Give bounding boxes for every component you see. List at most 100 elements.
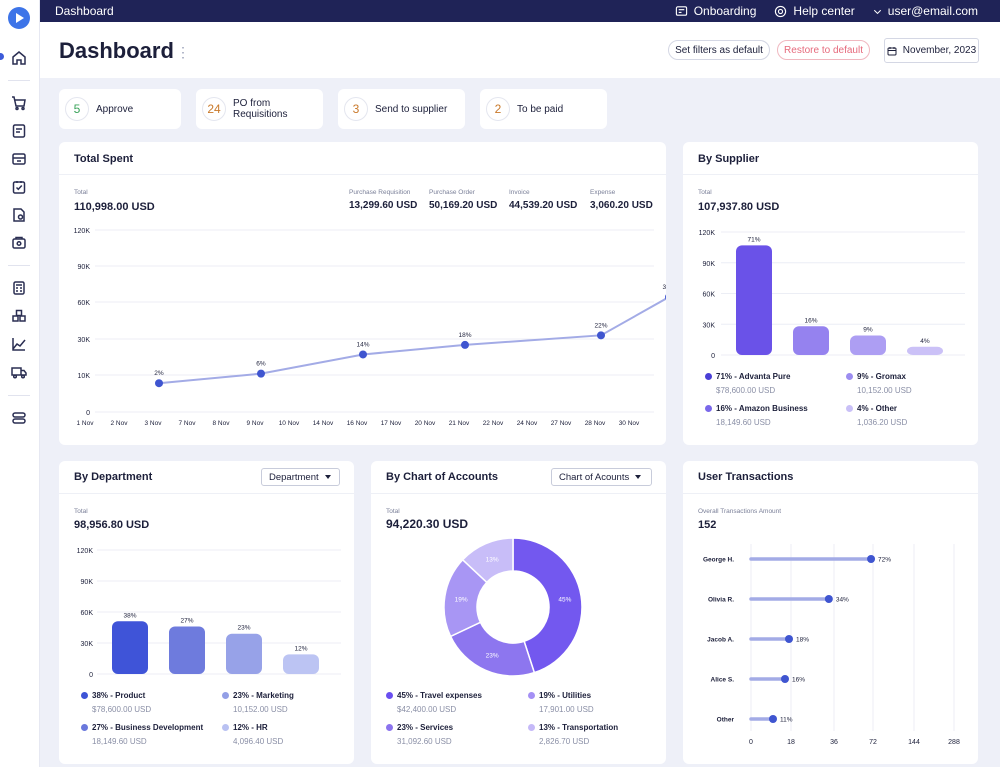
bar-label: 9% [863,327,873,334]
legend-item: 16% - Amazon Business [705,404,808,413]
data-point [867,555,876,563]
y-tick-label: 30K [703,322,716,329]
user-email: user@email.com [887,4,978,18]
total-value: 94,220.30 USD [386,517,469,531]
legend-item: 23% - Marketing [222,691,294,700]
action-label: PO from Requisitions [233,98,288,120]
x-tick-label: 0 [749,739,753,746]
total-label: Total [74,189,88,196]
invoice-icon[interactable] [11,207,27,223]
legend-item: 12% - HR [222,723,268,732]
date-label: November, 2023 [902,45,977,56]
sidebar-divider [8,265,30,266]
action-card-send-supplier[interactable]: 3 Send to supplier [338,89,465,129]
data-label: 6% [256,361,266,368]
user-menu[interactable]: user@email.com [873,4,978,18]
row-label: Jacob A. [707,637,734,644]
total-value: 98,956.80 USD [74,519,150,531]
breakdown-label: Invoice [509,189,530,196]
action-label: Send to supplier [375,103,448,115]
x-tick-label: 9 Nov [247,420,265,427]
expense-icon[interactable] [11,235,27,251]
legend-sub: 2,826.70 USD [539,737,590,746]
bar [736,245,772,355]
x-tick-label: 30 Nov [619,420,640,427]
bar-label: 23% [237,625,250,632]
set-filters-default-button[interactable]: Set filters as default [668,40,770,60]
sidebar-divider [8,395,30,396]
settings-toggle-icon[interactable] [11,410,27,426]
onboarding-link[interactable]: Onboarding [675,4,756,18]
y-tick-label: 60K [703,292,716,299]
bar-label: 71% [747,236,760,243]
page-title: Dashboard [59,38,174,63]
donut-slice [461,537,514,584]
action-card-to-be-paid[interactable]: 2 To be paid [480,89,607,129]
card-title: User Transactions [698,471,794,483]
restore-default-button[interactable]: Restore to default [777,40,870,60]
breakdown-value: 3,060.20 USD [590,200,653,211]
legend-item: 4% - Other [846,404,897,413]
sidebar-divider [8,80,30,81]
approval-icon[interactable] [11,179,27,195]
slice-label: 19% [455,596,468,603]
delivery-truck-icon[interactable] [11,364,27,380]
x-tick-label: 10 Nov [279,420,300,427]
chevron-down-icon [873,9,881,14]
legend-item: 9% - Gromax [846,372,906,381]
budget-icon[interactable] [11,280,27,296]
y-tick-label: 10K [78,373,91,380]
chart-of-accounts-dropdown[interactable]: Chart of Acounts [551,468,652,486]
total-value: 110,998.00 USD [74,201,155,213]
requisition-icon[interactable] [11,123,27,139]
cart-icon[interactable] [11,95,27,111]
chevron-down-icon [324,475,331,479]
data-point [785,635,793,643]
sidebar [0,0,40,767]
y-tick-label: 30K [81,641,94,648]
breakdown-label: Purchase Requisition [349,189,411,196]
y-tick-label: 60K [78,300,91,307]
app-logo[interactable] [8,7,30,29]
bar [169,626,205,674]
data-label: 18% [796,637,809,644]
inventory-icon[interactable] [11,308,27,324]
purchase-order-icon[interactable] [11,151,27,167]
analytics-icon[interactable] [11,336,27,352]
legend-sub: 1,036.20 USD [857,418,908,427]
department-bar-chart: 120K 90K 60K 30K 0 38% 27% 23% 12% [77,548,341,679]
data-label: 14% [356,341,369,348]
y-tick-label: 0 [711,353,715,360]
date-picker[interactable]: November, 2023 [884,38,979,63]
card-divider [59,493,354,494]
user-transactions-chart: 0 18 36 72 144 288 George H. 72% Olivia R. 34% Jac… [703,544,960,746]
x-tick-label: 144 [908,739,920,746]
legend-sub: $42,400.00 USD [397,705,457,714]
data-point [769,715,777,723]
calendar-icon [887,46,897,55]
department-dropdown[interactable]: Department [261,468,340,486]
legend-sub: 18,149.60 USD [92,737,147,746]
topbar-title: Dashboard [55,4,114,18]
legend-item: 13% - Transportation [528,723,618,732]
action-card-po-requisitions[interactable]: 24 PO from Requisitions [196,89,323,129]
action-label: To be paid [517,103,564,115]
legend-item: 38% - Product [81,691,145,700]
legend-item: 27% - Business Development [81,723,203,732]
legend-sub: 31,092.60 USD [397,737,452,746]
action-card-approve[interactable]: 5 Approve [59,89,181,129]
legend-item: 23% - Services [386,723,453,732]
row-label: George H. [703,557,734,564]
x-tick-label: 18 [787,739,795,746]
bar [907,346,943,355]
total-label: Total [386,508,400,515]
total-label: Total [698,189,712,196]
home-icon[interactable] [11,50,27,66]
data-label: 22% [594,322,607,329]
total-spent-line-chart: 120K 90K 60K 30K 10K 0 1 Nov 2 Nov 3 Nov 7 Nov 8 N… [74,228,666,427]
breakdown-value: 50,169.20 USD [429,200,498,211]
row-label: Olivia R. [708,597,734,604]
data-point [155,379,163,388]
help-center-link[interactable]: Help center [774,4,855,18]
more-options-icon[interactable]: ⋮ [176,44,190,60]
